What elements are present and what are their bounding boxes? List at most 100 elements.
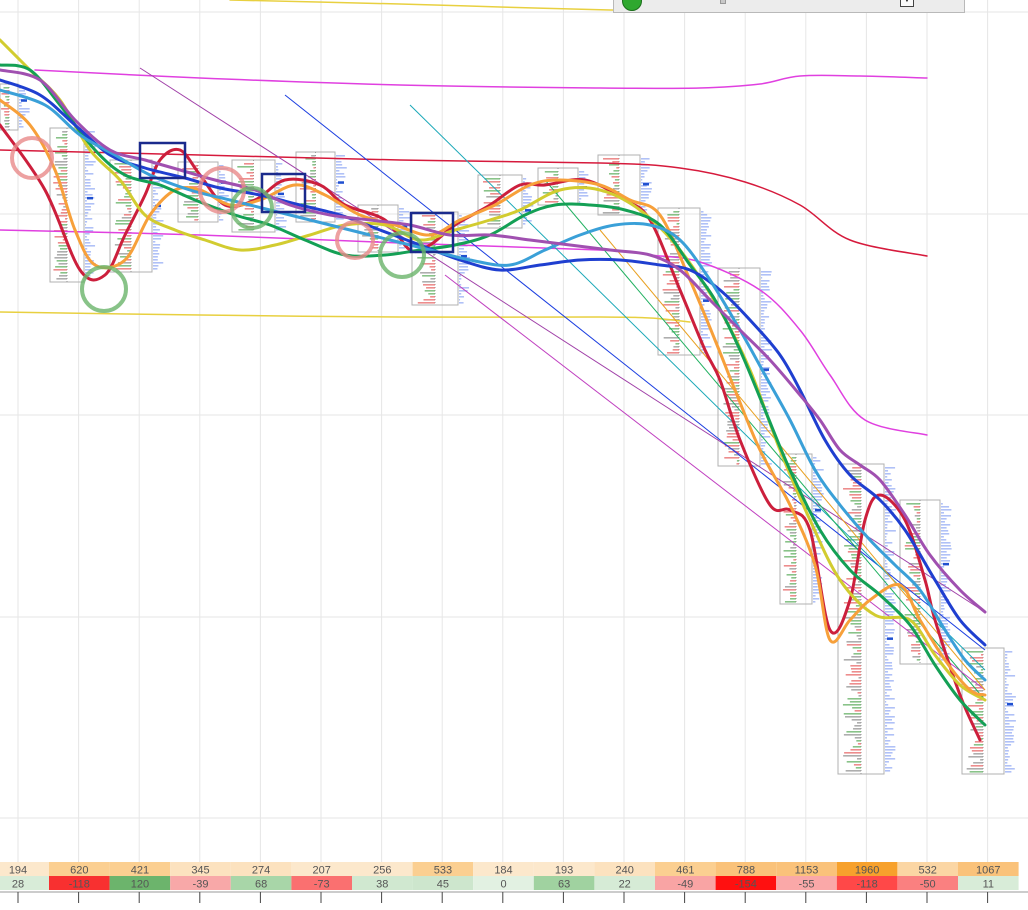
volume-profile-cell — [761, 421, 769, 423]
series-line-orange — [0, 98, 987, 697]
footprint-cell — [189, 183, 198, 185]
footprint-cell — [970, 723, 983, 725]
footprint-cell — [845, 611, 861, 613]
volume-profile-cell — [941, 563, 945, 565]
volume-profile-cell — [701, 331, 703, 333]
volume-profile-cell — [885, 527, 888, 529]
volume-profile-cell — [941, 560, 951, 562]
volume-profile-cell — [701, 304, 705, 306]
volume-profile-cell — [761, 382, 772, 384]
footprint-cell — [849, 701, 861, 703]
footprint-cell — [669, 280, 679, 282]
volume-profile-cell — [701, 244, 711, 246]
footprint-cell — [849, 518, 861, 520]
footprint-cell — [857, 650, 861, 652]
footprint-cell — [786, 574, 796, 576]
footprint-cell — [733, 367, 739, 369]
volume-profile-cell — [19, 111, 30, 113]
volume-cell — [776, 862, 837, 876]
footprint-cell — [56, 254, 67, 256]
dropdown-arrow-icon[interactable]: ▼ — [900, 0, 914, 7]
volume-profile-cell — [701, 253, 711, 255]
footprint-cell — [791, 577, 796, 579]
poc-marker — [815, 508, 821, 512]
volume-profile-cell — [701, 262, 712, 264]
volume-profile-cell — [885, 659, 889, 661]
volume-profile-cell — [19, 123, 22, 125]
footprint-cell — [54, 161, 67, 163]
footprint-cell — [614, 185, 619, 187]
volume-profile-cell — [885, 674, 893, 676]
footprint-cell — [785, 514, 796, 516]
footprint-cell — [733, 283, 739, 285]
footprint-cell — [971, 714, 983, 716]
footprint-cell — [846, 761, 861, 763]
volume-profile-cell — [941, 590, 951, 592]
footprint-cell — [483, 181, 500, 183]
volume-profile-cell — [336, 209, 341, 211]
moving-averages — [0, 38, 987, 742]
footprint-cell — [905, 548, 920, 550]
footprint-cell — [730, 400, 739, 402]
footprint-cell — [854, 515, 861, 517]
footprint-cell — [728, 355, 739, 357]
volume-profile-cell — [701, 226, 709, 228]
volume-profile-cell — [85, 215, 88, 217]
indicator-panel[interactable]: ▼ — [613, 0, 965, 13]
footprint-cell — [427, 221, 435, 223]
footprint-cell — [851, 596, 861, 598]
volume-profile-cell — [276, 220, 287, 222]
volume-cell — [655, 862, 716, 876]
volume-profile-cell — [885, 770, 891, 772]
volume-profile-cell — [85, 203, 95, 205]
footprint-cell — [724, 364, 739, 366]
footprint-cell — [856, 524, 861, 526]
volume-profile-cell — [941, 599, 950, 601]
delta-cell — [412, 876, 474, 890]
footprint-cell — [665, 259, 679, 261]
volume-profile-cell — [276, 187, 280, 189]
status-light-icon[interactable] — [622, 0, 642, 11]
footprint-cell — [906, 503, 920, 505]
footprint-cell — [791, 571, 796, 573]
volume-cell — [473, 862, 534, 876]
footprint-cell — [417, 257, 435, 259]
volume-profile-cell — [885, 530, 896, 532]
volume-profile-cell — [1005, 660, 1007, 662]
footprint-cell — [790, 580, 796, 582]
volume-profile-cell — [1005, 675, 1016, 677]
footprint-cell — [852, 746, 861, 748]
footprint-cell — [790, 535, 796, 537]
volume-profile-cell — [399, 220, 404, 222]
footprint-cell — [616, 167, 619, 169]
footprint-cell — [59, 149, 67, 151]
volume-profile-cell — [885, 593, 894, 595]
volume-profile-cell — [761, 439, 763, 441]
volume-profile-cell — [1005, 654, 1008, 656]
volume-profile-cell — [761, 433, 765, 435]
footprint-cell — [854, 710, 861, 712]
volume-profile-cell — [153, 196, 155, 198]
delta-label: 68 — [255, 879, 267, 891]
volume-cell — [109, 862, 171, 876]
footprint-cell — [971, 681, 983, 683]
delta-cell — [958, 876, 1019, 890]
volume-profile-cell — [761, 424, 768, 426]
volume-profile-cell — [885, 569, 891, 571]
volume-profile-cell — [276, 166, 278, 168]
footprint-cell — [244, 208, 254, 210]
footprint-cell — [55, 137, 67, 139]
footprint-cell — [851, 497, 861, 499]
volume-profile-cell — [885, 545, 888, 547]
slider-handle-icon[interactable] — [720, 0, 726, 4]
volume-profile-cell — [579, 192, 588, 194]
footprint-cell — [851, 557, 861, 559]
footprint-cell — [847, 551, 861, 553]
volume-profile-cell — [336, 167, 347, 169]
footprint-cell — [785, 466, 796, 468]
footprint-cell — [726, 391, 739, 393]
footprint-cell — [603, 158, 619, 160]
footprint-cell — [975, 726, 983, 728]
